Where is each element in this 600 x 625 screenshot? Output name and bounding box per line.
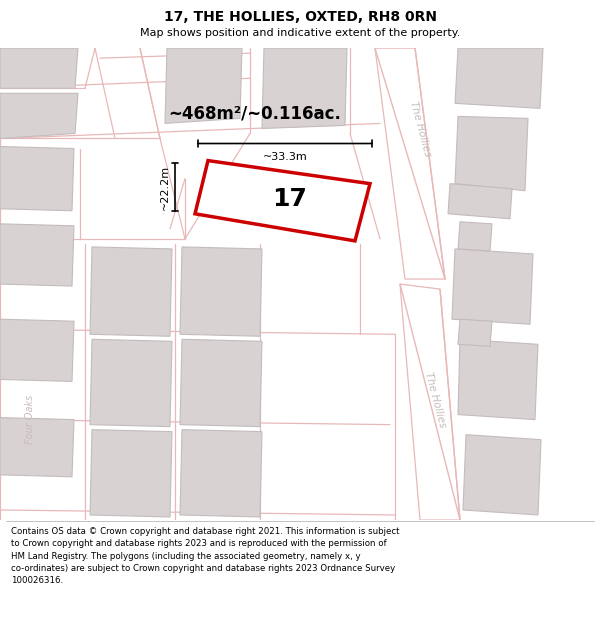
Text: ~22.2m: ~22.2m <box>160 164 170 210</box>
Polygon shape <box>455 48 543 108</box>
Polygon shape <box>375 48 445 279</box>
Text: The Hollies: The Hollies <box>423 371 447 428</box>
Polygon shape <box>195 161 370 241</box>
Text: 17: 17 <box>272 187 307 211</box>
Polygon shape <box>180 339 262 427</box>
Text: 17, THE HOLLIES, OXTED, RH8 0RN: 17, THE HOLLIES, OXTED, RH8 0RN <box>163 9 437 24</box>
Polygon shape <box>262 48 347 129</box>
Polygon shape <box>0 319 74 381</box>
Polygon shape <box>0 146 74 211</box>
Text: Map shows position and indicative extent of the property.: Map shows position and indicative extent… <box>140 28 460 38</box>
Text: The Hollies: The Hollies <box>408 99 432 158</box>
Polygon shape <box>180 247 262 336</box>
Polygon shape <box>448 184 512 219</box>
Text: Four Oaks: Four Oaks <box>25 395 35 444</box>
Polygon shape <box>90 429 172 517</box>
Polygon shape <box>455 116 528 191</box>
Polygon shape <box>90 339 172 427</box>
Polygon shape <box>458 319 492 346</box>
Text: ~468m²/~0.116ac.: ~468m²/~0.116ac. <box>169 104 341 122</box>
Polygon shape <box>452 249 533 324</box>
Polygon shape <box>0 224 74 286</box>
Polygon shape <box>463 434 541 515</box>
Polygon shape <box>400 284 460 520</box>
Text: ~33.3m: ~33.3m <box>263 151 307 161</box>
Polygon shape <box>165 48 242 123</box>
Polygon shape <box>90 247 172 336</box>
Polygon shape <box>0 93 78 139</box>
Polygon shape <box>180 429 262 517</box>
Polygon shape <box>458 339 538 419</box>
Text: Contains OS data © Crown copyright and database right 2021. This information is : Contains OS data © Crown copyright and d… <box>11 528 400 585</box>
Polygon shape <box>458 222 492 251</box>
Polygon shape <box>0 418 74 477</box>
Polygon shape <box>0 48 78 88</box>
